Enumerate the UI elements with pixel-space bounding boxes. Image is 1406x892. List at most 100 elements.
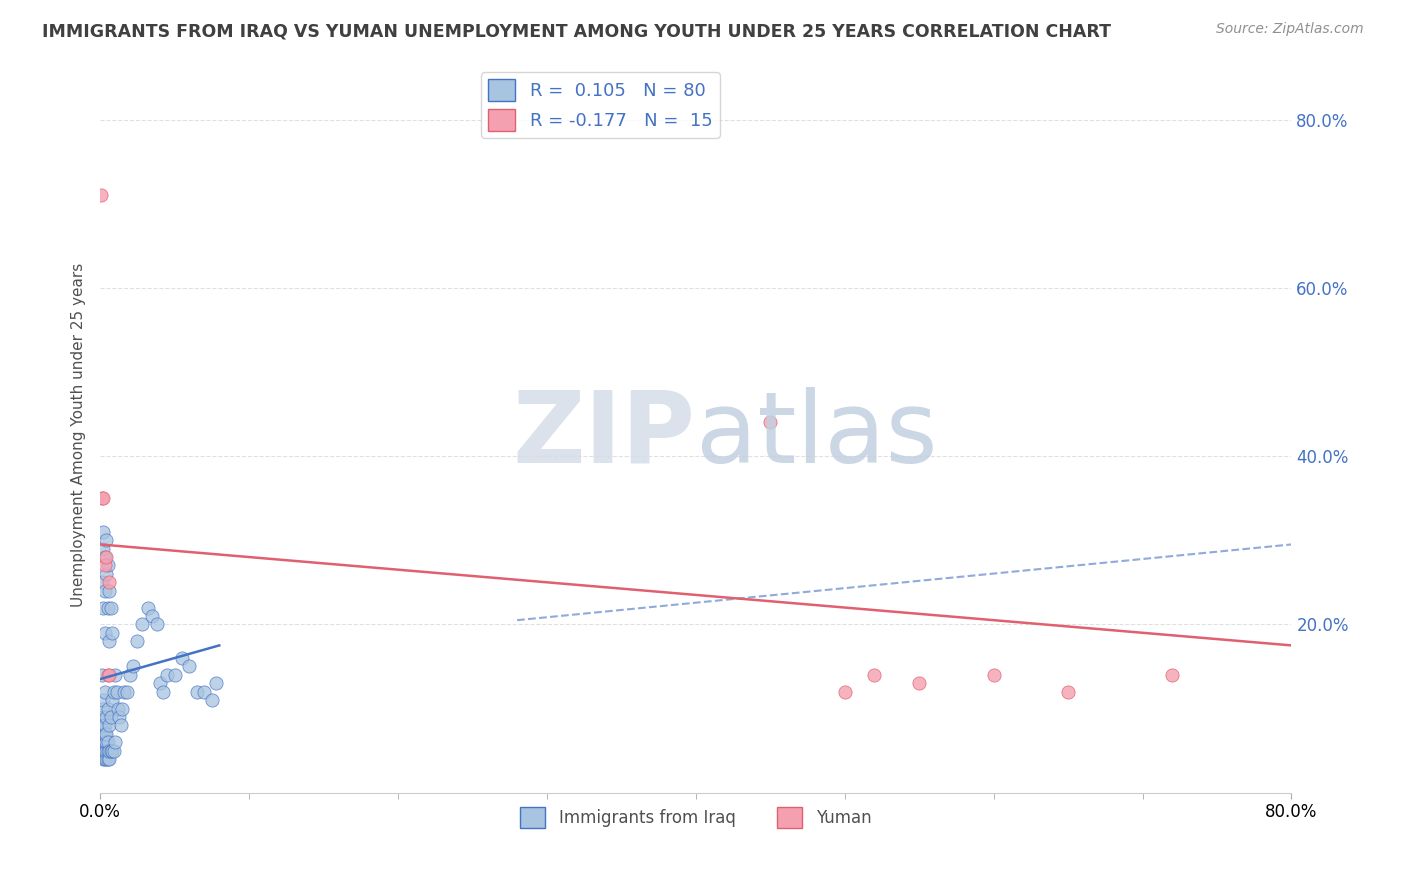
Point (98, 583, 121, 598)
Point (100, 710, 122, 724)
Point (127, 634, 149, 648)
Point (98, 718, 121, 732)
Point (1161, 668, 1184, 682)
Point (115, 684, 138, 698)
Point (759, 416, 782, 430)
Text: IMMIGRANTS FROM IRAQ VS YUMAN UNEMPLOYMENT AMONG YOUTH UNDER 25 YEARS CORRELATIO: IMMIGRANTS FROM IRAQ VS YUMAN UNEMPLOYME… (42, 22, 1111, 40)
Point (93, 743, 115, 757)
Point (97, 558, 120, 573)
Point (104, 668, 127, 682)
Point (101, 743, 124, 757)
Point (908, 676, 931, 690)
Text: Source: ZipAtlas.com: Source: ZipAtlas.com (1216, 22, 1364, 37)
Point (97, 735, 120, 749)
Point (136, 600, 159, 615)
Point (91, 600, 114, 615)
Point (834, 684, 856, 698)
Point (91, 743, 114, 757)
Point (104, 735, 127, 749)
Point (91, 524, 114, 539)
Point (94, 752, 117, 766)
Point (101, 625, 124, 640)
Point (94, 710, 117, 724)
Point (91, 693, 114, 707)
Point (145, 617, 167, 632)
Point (94, 566, 117, 581)
Point (97, 668, 120, 682)
Point (91, 752, 114, 766)
Point (91, 701, 114, 715)
Point (201, 693, 224, 707)
Point (94, 550, 117, 565)
Point (149, 676, 172, 690)
Point (90, 188, 112, 202)
Point (90, 727, 112, 741)
Point (110, 718, 132, 732)
Point (107, 701, 129, 715)
Point (983, 668, 1005, 682)
Point (90, 718, 112, 732)
Point (108, 710, 131, 724)
Point (94, 743, 117, 757)
Point (98, 752, 121, 766)
Point (112, 684, 135, 698)
Point (1057, 684, 1080, 698)
Point (103, 684, 125, 698)
Point (156, 668, 179, 682)
Point (90, 491, 112, 505)
Text: ZIP: ZIP (513, 386, 696, 483)
Point (103, 743, 125, 757)
Point (90, 743, 112, 757)
Point (93, 735, 115, 749)
Point (90, 735, 112, 749)
Point (94, 727, 117, 741)
Point (91, 710, 114, 724)
Point (98, 668, 121, 682)
Point (94, 533, 117, 548)
Point (179, 659, 201, 673)
Point (93, 583, 115, 598)
Point (111, 701, 134, 715)
Point (93, 752, 115, 766)
Point (90, 668, 112, 682)
Point (91, 541, 114, 556)
Point (170, 651, 193, 665)
Point (186, 684, 208, 698)
Point (93, 558, 115, 573)
Point (205, 676, 228, 690)
Point (863, 668, 886, 682)
Point (152, 684, 174, 698)
Point (98, 575, 121, 590)
Point (141, 609, 163, 624)
Legend: Immigrants from Iraq, Yuman: Immigrants from Iraq, Yuman (513, 801, 877, 834)
Point (101, 693, 124, 707)
Y-axis label: Unemployment Among Youth under 25 years: Unemployment Among Youth under 25 years (72, 263, 86, 607)
Point (93, 550, 115, 565)
Point (118, 668, 141, 682)
Point (94, 735, 117, 749)
Point (93, 684, 115, 698)
Point (98, 634, 121, 648)
Point (93, 718, 115, 732)
Point (97, 701, 120, 715)
Point (131, 617, 153, 632)
Point (97, 600, 120, 615)
Point (193, 684, 215, 698)
Point (93, 727, 115, 741)
Point (91, 491, 114, 505)
Point (122, 659, 145, 673)
Point (91, 735, 114, 749)
Point (100, 743, 122, 757)
Point (98, 743, 121, 757)
Point (93, 625, 115, 640)
Point (91, 718, 114, 732)
Point (97, 752, 120, 766)
Text: atlas: atlas (696, 386, 938, 483)
Point (90, 731, 112, 745)
Point (105, 684, 128, 698)
Point (100, 600, 122, 615)
Point (90, 575, 112, 590)
Point (163, 668, 186, 682)
Point (91, 727, 114, 741)
Point (97, 743, 120, 757)
